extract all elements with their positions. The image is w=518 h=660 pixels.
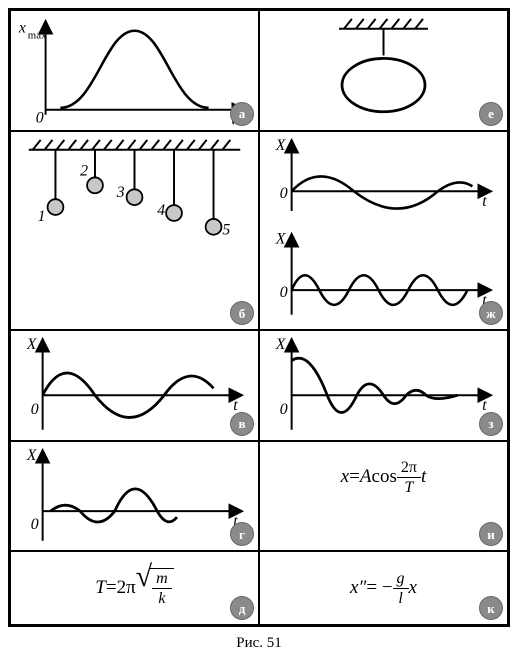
panel-g: X 0 t г — [10, 441, 259, 552]
panel-z: X 0 t з — [259, 330, 508, 441]
svg-text:0: 0 — [31, 516, 39, 533]
badge-zh: ж — [479, 301, 503, 325]
formula-ode: x″ = − gl x — [260, 552, 507, 624]
badge-i: и — [479, 522, 503, 546]
svg-text:t: t — [482, 193, 487, 210]
svg-text:x: x — [18, 20, 26, 37]
panel-e: е — [259, 10, 508, 131]
badge-e: е — [479, 102, 503, 126]
five-pendulums: 1 2 3 4 5 — [11, 132, 258, 241]
svg-text:5: 5 — [222, 221, 230, 238]
svg-text:0: 0 — [36, 110, 44, 127]
svg-text:0: 0 — [31, 401, 39, 418]
sine-plot: X 0 t — [11, 331, 258, 440]
panel-d: T = 2π √mk д — [10, 551, 259, 625]
figure-grid: x max 0 ν а е 1 2 3 4 5 б X 0 t X 0 t ж … — [8, 8, 510, 627]
torsion-pendulum — [260, 11, 507, 130]
svg-text:X: X — [275, 230, 287, 247]
formula-period: T = 2π √mk — [11, 552, 258, 624]
badge-b: б — [230, 301, 254, 325]
damped-plot: X 0 t — [260, 331, 507, 440]
panel-zh: X 0 t X 0 t ж — [259, 131, 508, 331]
panel-b: 1 2 3 4 5 б — [10, 131, 259, 331]
svg-text:X: X — [275, 336, 287, 353]
panel-a: x max 0 ν а — [10, 10, 259, 131]
badge-v: в — [230, 412, 254, 436]
svg-text:2: 2 — [80, 162, 88, 179]
badge-a: а — [230, 102, 254, 126]
panel-k: x″ = − gl x к — [259, 551, 508, 625]
svg-text:max: max — [28, 30, 47, 42]
svg-text:4: 4 — [157, 202, 165, 219]
badge-z: з — [479, 412, 503, 436]
panel-v: X 0 t в — [10, 330, 259, 441]
svg-text:0: 0 — [280, 185, 288, 202]
resonance-plot: x max 0 ν — [11, 11, 258, 130]
two-sine-plots: X 0 t X 0 t — [260, 132, 507, 330]
growing-plot: X 0 t — [11, 442, 258, 551]
formula-cosine: x = Acos 2πT t — [260, 442, 507, 514]
svg-text:3: 3 — [116, 184, 125, 201]
svg-text:0: 0 — [280, 401, 288, 418]
svg-text:X: X — [275, 136, 287, 153]
svg-text:X: X — [26, 447, 38, 464]
figure-caption: Рис. 51 — [8, 635, 510, 652]
svg-text:0: 0 — [280, 284, 288, 301]
svg-text:X: X — [26, 336, 38, 353]
svg-text:1: 1 — [38, 207, 46, 224]
panel-i: x = Acos 2πT t и — [259, 441, 508, 552]
